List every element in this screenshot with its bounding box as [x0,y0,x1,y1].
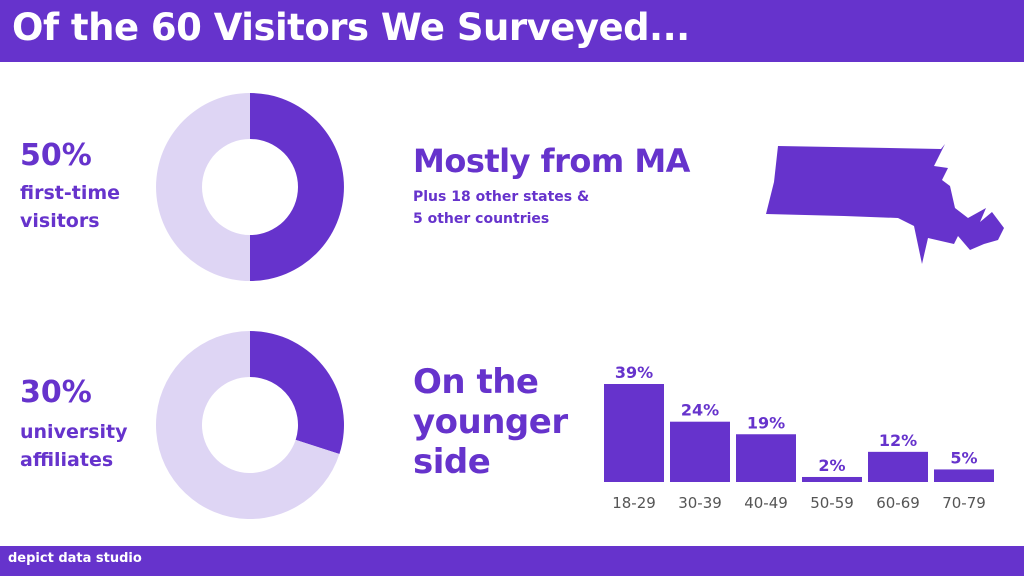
age-tick-label-60-69: 60-69 [876,494,920,512]
first-time-label-line1: first-time [20,182,121,204]
origin-headline: Mostly from MA [413,142,690,180]
age-tick-label-70-79: 70-79 [942,494,986,512]
age-tick-label-30-39: 30-39 [678,494,722,512]
origin-subline-2: 5 other countries [413,211,550,227]
university-label-line2: affiliates [20,449,114,471]
massachusetts-map-icon [766,144,1004,264]
age-tick-label-50-59: 50-59 [810,494,854,512]
age-data-label-18-29: 39% [615,363,653,382]
age-bar-30-39 [670,421,730,482]
university-affiliates-donut [155,331,344,519]
university-percent: 30% [20,375,92,410]
age-bar-chart: 39% 18-29 24% 30-39 19% 40-49 2% 50-59 12% 60-69 5… [604,363,994,512]
age-tick-label-18-29: 18-29 [612,494,656,512]
first-time-donut-slice-1 [156,93,250,281]
age-data-label-40-49: 19% [747,413,785,432]
first-time-percent: 50% [20,138,92,173]
university-label-line1: university [20,421,128,443]
massachusetts-shape [766,144,1004,264]
university-donut-slice-1 [155,331,340,519]
first-time-label-line2: visitors [20,210,100,232]
age-bar-50-59 [802,476,862,482]
title-bar: Of the 60 Visitors We Surveyed... [0,0,1024,62]
age-data-label-60-69: 12% [879,431,917,450]
origin-subline-1: Plus 18 other states & [413,189,590,205]
age-headline-line3: side [413,442,491,482]
age-data-label-70-79: 5% [950,448,977,467]
age-bar-40-49 [736,434,796,482]
first-time-visitors-donut [156,93,344,281]
age-headline-line1: On the [413,362,539,402]
first-time-donut-slice-0 [250,93,344,281]
age-bar-18-29 [604,384,664,482]
age-data-label-50-59: 2% [818,456,845,475]
footer-brand: depict data studio [8,551,142,566]
page-title: Of the 60 Visitors We Surveyed... [12,6,690,49]
age-headline-line2: younger [413,402,568,442]
university-donut-slice-0 [250,331,344,455]
age-data-label-30-39: 24% [681,401,719,420]
footer-bar: depict data studio [0,546,1024,576]
age-bar-70-79 [934,469,994,482]
age-tick-label-40-49: 40-49 [744,494,788,512]
age-bar-60-69 [868,451,928,482]
